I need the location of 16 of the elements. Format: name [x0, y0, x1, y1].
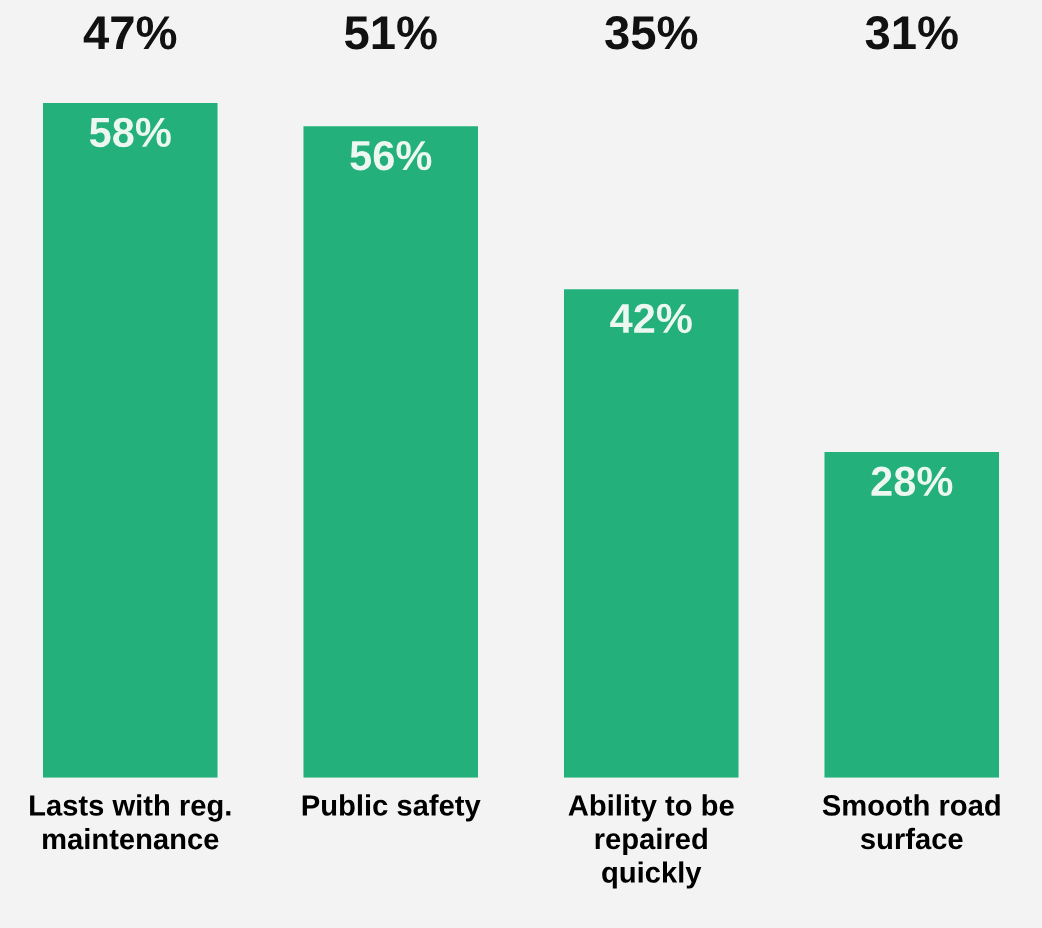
- data-label: 42%: [610, 303, 692, 334]
- x-tick-label: Ability to be repaired quickly: [568, 794, 734, 889]
- data-label: 58%: [89, 117, 171, 148]
- text: 35%: [605, 16, 698, 50]
- bar: [42, 103, 218, 778]
- x-tick-label: Smooth road surface: [822, 794, 1000, 850]
- bar: [303, 126, 479, 778]
- text: 31%: [865, 16, 958, 50]
- text: 51%: [344, 16, 437, 50]
- bar: [824, 452, 1000, 778]
- data-label: 56%: [350, 140, 432, 171]
- data-label: 28%: [871, 466, 953, 497]
- x-tick-label: Public safety: [302, 794, 481, 822]
- x-tick-label: Lasts with reg. maintenance: [30, 794, 231, 850]
- text: 47%: [83, 16, 177, 50]
- bar: [563, 289, 739, 778]
